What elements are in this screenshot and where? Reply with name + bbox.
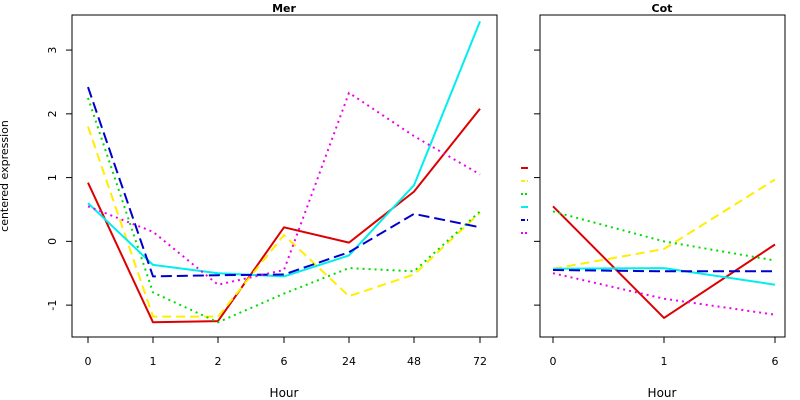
x-tick-label: 48	[407, 355, 421, 368]
series-line	[552, 210, 776, 262]
x-axis-label-cot: Hour	[648, 386, 677, 400]
panel-cot: Cot Hour 0 1 6	[534, 2, 786, 400]
x-tick-label: 2	[215, 355, 222, 368]
x-ticks-cot: 0 1 6	[550, 337, 779, 368]
series-line	[552, 205, 776, 319]
y-tick-label: -1	[46, 300, 59, 311]
y-tick-label: 0	[46, 238, 59, 245]
y-ticks-mer: -1 0 1 2 3	[46, 47, 72, 311]
y-axis-label: centered expression	[0, 120, 11, 232]
series-line	[552, 267, 776, 286]
series-lines-mer	[87, 21, 481, 324]
y-ticks-cot	[534, 49, 540, 306]
legend	[521, 167, 528, 234]
x-tick-label: 0	[85, 355, 92, 368]
x-tick-label: 24	[342, 355, 356, 368]
series-line	[552, 178, 776, 270]
x-tick-label: 0	[550, 355, 557, 368]
y-tick-label: 3	[46, 47, 59, 54]
series-lines-cot	[552, 178, 776, 319]
series-line	[552, 269, 775, 273]
x-axis-label-mer: Hour	[270, 386, 299, 400]
series-line	[87, 108, 481, 324]
series-line	[87, 97, 481, 324]
plot-frame-cot	[539, 14, 786, 338]
plot-frame-mer	[71, 14, 498, 338]
chart-title-cot: Cot	[652, 2, 673, 15]
x-tick-label: 72	[473, 355, 487, 368]
x-tick-label: 1	[150, 355, 157, 368]
x-tick-label: 1	[661, 355, 668, 368]
x-tick-label: 6	[772, 355, 779, 368]
y-tick-label: 2	[46, 110, 59, 117]
chart-title-mer: Mer	[272, 2, 296, 15]
x-tick-label: 6	[281, 355, 288, 368]
series-line	[552, 272, 776, 316]
series-line	[87, 86, 481, 278]
x-ticks-mer: 0 1 2 6 24 48 72	[85, 337, 487, 368]
y-tick-label: 1	[46, 174, 59, 181]
series-line	[87, 126, 481, 318]
series-line	[87, 21, 481, 278]
panel-mer: Mer Hour centered expression 0 1 2 6 24 48 72 …	[0, 2, 498, 400]
